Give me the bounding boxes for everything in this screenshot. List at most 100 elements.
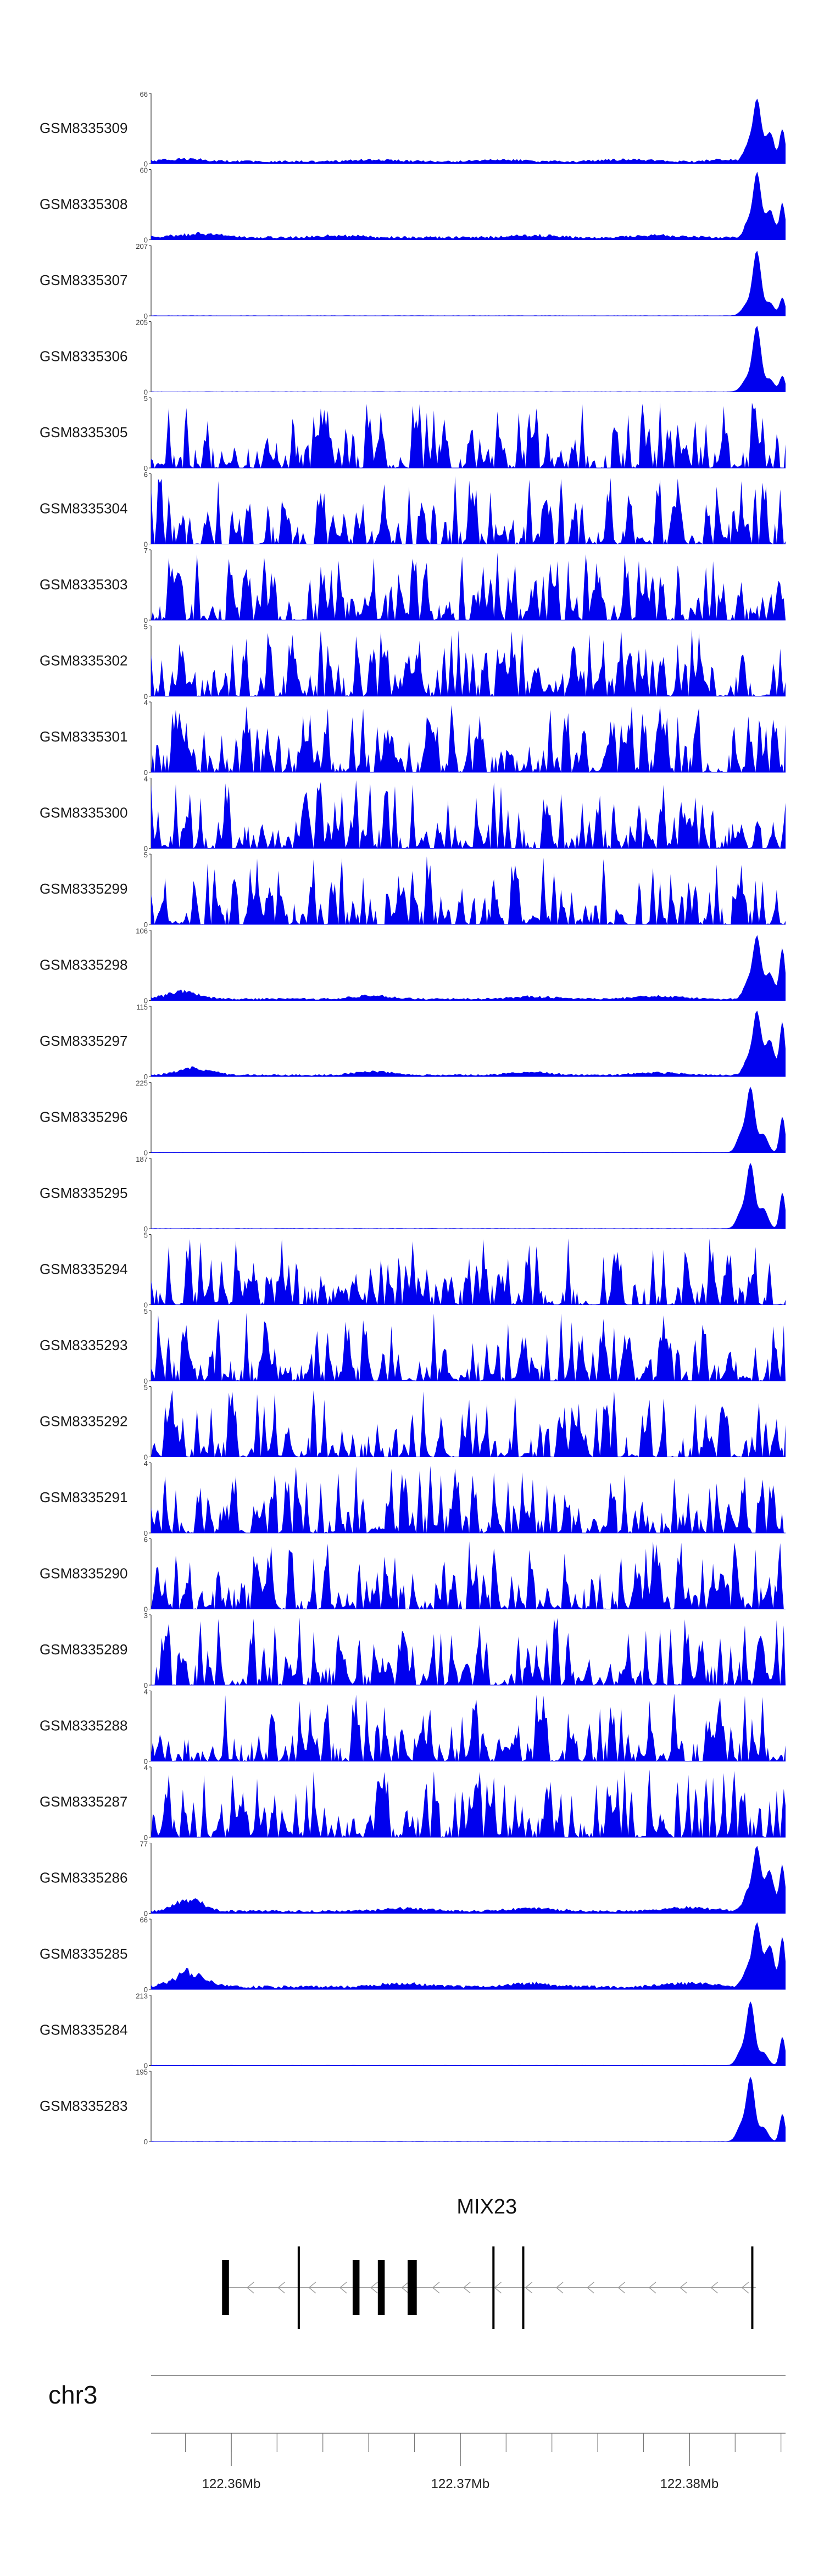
signal-track-GSM8335299: GSM8335299 5 0 [40, 851, 786, 929]
track-label: GSM8335287 [40, 1793, 127, 1810]
y-min-label: 0 [144, 464, 148, 472]
y-min-label: 0 [144, 1453, 148, 1462]
signal-area-GSM8335308 [151, 171, 786, 240]
y-max-label: 6 [144, 1536, 148, 1544]
signal-track-GSM8335293: GSM8335293 5 0 [40, 1307, 786, 1385]
x-tick-label: 122.38Mb [660, 2477, 719, 2491]
track-label: GSM8335294 [40, 1261, 127, 1278]
track-label: GSM8335306 [40, 348, 127, 365]
y-min-label: 0 [144, 1073, 148, 1081]
exon-block [377, 2260, 385, 2315]
y-min-label: 0 [144, 388, 148, 397]
signal-area-GSM8335300 [151, 780, 786, 849]
strand-arrow [555, 2282, 564, 2294]
strand-arrow [680, 2282, 687, 2294]
signal-area-GSM8335293 [151, 1313, 786, 1381]
signal-track-GSM8335309: GSM8335309 66 0 [40, 90, 786, 168]
y-min-label: 0 [144, 997, 148, 1005]
y-max-label: 5 [144, 851, 148, 859]
y-min-label: 0 [144, 1910, 148, 1918]
signal-area-GSM8335290 [151, 1541, 786, 1609]
signal-track-GSM8335305: GSM8335305 5 0 [40, 394, 786, 472]
signal-track-GSM8335290: GSM8335290 6 0 [40, 1536, 786, 1614]
y-min-label: 0 [144, 1605, 148, 1614]
signal-track-GSM8335283: GSM8335283 195 0 [40, 2068, 786, 2146]
strand-arrow [741, 2282, 749, 2294]
signal-track-GSM8335298: GSM8335298 106 0 [40, 927, 786, 1005]
track-label: GSM8335289 [40, 1641, 127, 1658]
signal-track-GSM8335295: GSM8335295 187 0 [40, 1155, 786, 1233]
track-label: GSM8335285 [40, 1945, 127, 1962]
x-tick-label: 122.37Mb [431, 2477, 490, 2491]
signal-area-GSM8335291 [151, 1466, 786, 1533]
track-label: GSM8335284 [40, 2022, 127, 2038]
signal-track-GSM8335303: GSM8335303 7 0 [40, 547, 786, 625]
y-min-label: 0 [144, 1377, 148, 1385]
signal-track-GSM8335300: GSM8335300 4 0 [40, 775, 786, 853]
y-min-label: 0 [144, 1681, 148, 1690]
x-tick-label: 122.36Mb [202, 2477, 261, 2491]
strand-arrow [617, 2282, 626, 2294]
track-label: GSM8335290 [40, 1565, 127, 1582]
y-max-label: 4 [144, 699, 148, 707]
strand-arrow [247, 2282, 254, 2294]
y-max-label: 66 [140, 1916, 148, 1924]
strand-arrow [648, 2282, 656, 2294]
signal-track-GSM8335291: GSM8335291 4 0 [40, 1459, 786, 1537]
track-label: GSM8335286 [40, 1870, 127, 1886]
signal-track-GSM8335307: GSM8335307 207 0 [40, 242, 786, 320]
y-min-label: 0 [144, 845, 148, 853]
signal-area-GSM8335307 [151, 250, 786, 316]
y-max-label: 207 [136, 242, 148, 250]
track-label: GSM8335307 [40, 272, 127, 288]
genome-axis-track: 122.36Mb 122.37Mb 122.38Mb [151, 2433, 786, 2491]
y-max-label: 5 [144, 1231, 148, 1240]
y-max-label: 4 [144, 1688, 148, 1696]
signal-area-GSM8335309 [151, 98, 786, 164]
signal-track-GSM8335304: GSM8335304 6 0 [40, 471, 786, 549]
y-max-label: 225 [136, 1079, 148, 1088]
strand-arrow [370, 2282, 378, 2294]
signal-area-GSM8335306 [151, 326, 786, 392]
strand-arrow [339, 2282, 347, 2294]
track-label: GSM8335297 [40, 1033, 127, 1049]
signal-track-GSM8335289: GSM8335289 3 0 [40, 1612, 786, 1690]
strand-arrow [463, 2282, 471, 2294]
y-max-label: 213 [136, 1992, 148, 2000]
exon-block [522, 2246, 525, 2329]
y-min-label: 0 [144, 160, 148, 168]
strand-arrow [710, 2282, 718, 2294]
strand-arrow [401, 2282, 409, 2294]
track-label: GSM8335288 [40, 1718, 127, 1734]
signal-track-GSM8335306: GSM8335306 205 0 [40, 319, 786, 397]
track-label: GSM8335304 [40, 500, 127, 517]
y-min-label: 0 [144, 1986, 148, 1994]
y-max-label: 187 [136, 1155, 148, 1163]
signal-track-GSM8335294: GSM8335294 5 0 [40, 1231, 786, 1309]
strand-arrow [277, 2282, 285, 2294]
exon-block [352, 2260, 360, 2315]
exon-block [492, 2246, 495, 2329]
signal-area-GSM8335289 [151, 1618, 786, 1685]
track-label: GSM8335308 [40, 196, 127, 213]
y-max-label: 106 [136, 927, 148, 935]
signal-area-GSM8335305 [151, 402, 786, 468]
track-label: GSM8335293 [40, 1337, 127, 1353]
y-min-label: 0 [144, 616, 148, 625]
y-min-label: 0 [144, 540, 148, 549]
signal-area-GSM8335301 [151, 705, 786, 772]
signal-track-GSM8335287: GSM8335287 4 0 [40, 1764, 786, 1842]
signal-track-GSM8335308: GSM8335308 60 0 [40, 166, 786, 244]
y-min-label: 0 [144, 1529, 148, 1537]
signal-area-GSM8335284 [151, 2001, 786, 2066]
y-max-label: 205 [136, 319, 148, 327]
y-max-label: 5 [144, 1307, 148, 1315]
y-max-label: 66 [140, 90, 148, 98]
track-label: GSM8335309 [40, 120, 127, 136]
y-min-label: 0 [144, 1833, 148, 1842]
signal-area-GSM8335286 [151, 1845, 786, 1914]
y-min-label: 0 [144, 1758, 148, 1766]
track-label: GSM8335295 [40, 1185, 127, 1201]
y-min-label: 0 [144, 236, 148, 244]
strand-arrow [587, 2282, 594, 2294]
